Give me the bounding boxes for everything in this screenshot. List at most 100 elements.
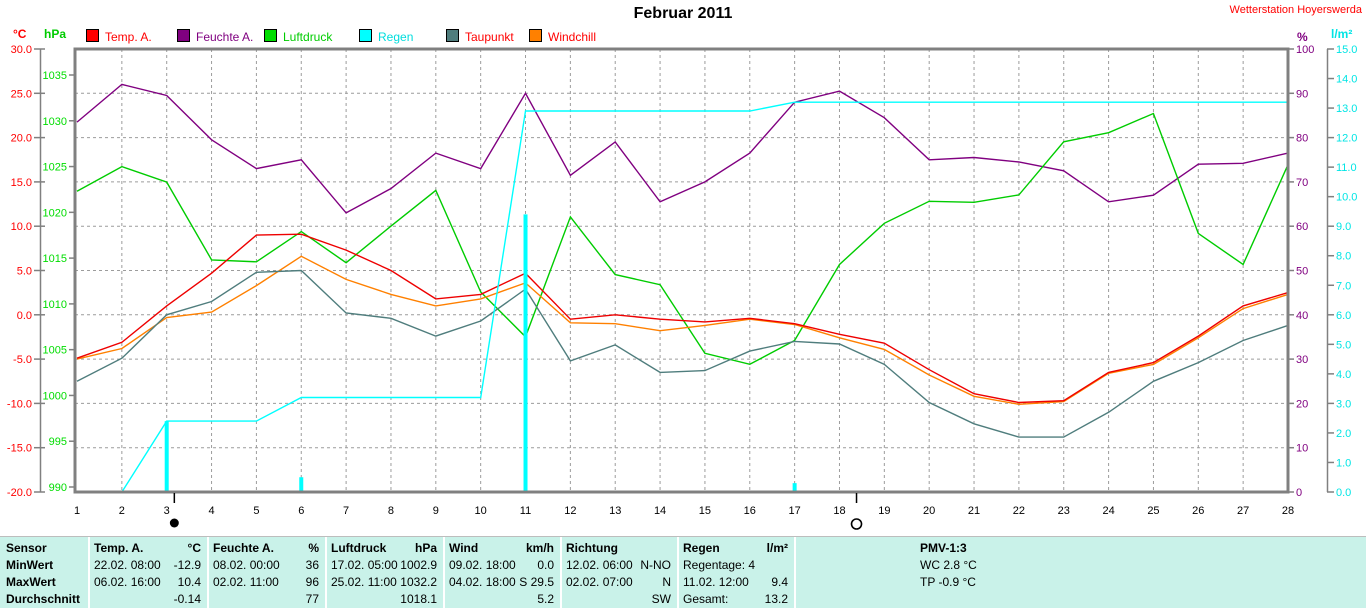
panel-pmv-1-3-row1-text: WC 2.8 °C <box>920 558 977 572</box>
panel-unit-luftdruck: hPa <box>414 541 437 555</box>
panel-feuchte-a-row1-text: 08.02. 00:00 <box>213 558 280 572</box>
day-label: 15 <box>699 505 711 517</box>
pressure-axis-unit-label: hPa <box>44 27 67 41</box>
panel-luftdruck-row2-value: 1032.2 <box>400 575 437 589</box>
humidity-axis-unit-label: % <box>1297 30 1308 44</box>
panel-header-pmv-1-3: PMV-1:3 <box>920 541 967 555</box>
day-label: 24 <box>1102 505 1114 517</box>
rain-tick-label: 11.0 <box>1336 162 1357 174</box>
series-temp-a <box>76 233 1289 404</box>
day-label: 17 <box>789 505 801 517</box>
panel-wind-row2-value: S 29.5 <box>519 575 554 589</box>
series-luftdruck <box>76 112 1289 366</box>
humidity-tick-label: 30 <box>1296 354 1308 366</box>
temp-tick-label: 10.0 <box>11 221 32 233</box>
pressure-tick-label: 995 <box>49 436 67 448</box>
day-label: 21 <box>968 505 980 517</box>
panel-regen-row3-value: 13.2 <box>764 592 788 606</box>
panel-separator <box>325 537 327 608</box>
panel-unit-wind: km/h <box>525 541 554 555</box>
panel-separator <box>677 537 679 608</box>
rain-tick-label: 9.0 <box>1336 221 1351 233</box>
panel-luftdruck-row1-value: 1002.9 <box>400 558 437 572</box>
legend-item-luftdruck: Luftdruck <box>264 28 333 44</box>
panel-temp-a-row2-text: 06.02. 16:00 <box>94 575 161 589</box>
full-moon-icon <box>850 493 863 530</box>
panel-wind-row1-text: 09.02. 18:00 <box>449 558 516 572</box>
humidity-tick-label: 70 <box>1296 177 1308 189</box>
day-label: 28 <box>1282 505 1294 517</box>
panel-feuchte-a-row3-value: 77 <box>305 592 319 606</box>
panel-unit-feuchte-a: % <box>308 541 319 555</box>
pressure-tick-label: 1015 <box>43 253 67 265</box>
humidity-tick-label: 100 <box>1296 44 1314 56</box>
legend-swatch-icon <box>529 29 542 42</box>
panel-separator <box>794 537 796 608</box>
panel-regen-row2-text: 11.02. 12:00 <box>683 575 749 589</box>
panel-unit-regen: l/m² <box>766 541 788 555</box>
rain-tick-label: 10.0 <box>1336 192 1357 204</box>
humidity-tick-label: 50 <box>1296 266 1308 278</box>
rain-axis-unit-label: l/m² <box>1331 27 1353 41</box>
panel-pmv-1-3-row2-text: TP -0.9 °C <box>920 575 976 589</box>
temp-tick-label: 20.0 <box>11 133 32 145</box>
rain-axis: 15.0 14.0 13.0 12.0 11.0 10.0 9.0 8.0 7.0 6.0 5.0 4… <box>1326 44 1357 499</box>
panel-richtung-row2-value: N <box>662 575 671 589</box>
rain-tick-label: 15.0 <box>1336 44 1357 56</box>
legend-item-temp-a: Temp. A. <box>86 28 152 44</box>
series-taupunkt <box>76 269 1289 438</box>
rain-tick-label: 0.0 <box>1336 487 1351 499</box>
day-label: 2 <box>119 505 125 517</box>
panel-richtung-row3-value: SW <box>651 592 671 606</box>
day-label: 20 <box>923 505 935 517</box>
panel-separator <box>560 537 562 608</box>
day-label: 3 <box>164 505 170 517</box>
series-feuchte-a <box>76 83 1289 214</box>
temp-axis: 30.0 25.0 20.0 15.0 10.0 5.0 0.0 -5.0 -10.0 -15.0… <box>7 44 45 499</box>
legend-item-feuchte-a: Feuchte A. <box>177 28 253 44</box>
page-title: Februar 2011 <box>633 5 733 22</box>
temp-tick-label: -5.0 <box>13 354 32 366</box>
panel-separator <box>443 537 445 608</box>
panel-header-feuchte-a: Feuchte A. <box>213 541 274 555</box>
legend-swatch-icon <box>177 29 190 42</box>
day-label: 25 <box>1147 505 1159 517</box>
rain-tick-label: 7.0 <box>1336 280 1351 292</box>
day-label: 1 <box>74 505 80 517</box>
legend-label: Luftdruck <box>283 30 333 44</box>
legend-label: Regen <box>378 30 414 44</box>
day-label: 23 <box>1058 505 1070 517</box>
day-label: 5 <box>253 505 259 517</box>
legend-label: Temp. A. <box>105 30 152 44</box>
temp-tick-label: -10.0 <box>7 398 32 410</box>
rain-tick-label: 13.0 <box>1336 103 1357 115</box>
day-label: 4 <box>208 505 214 517</box>
x-axis-labels: 1 2 3 4 5 6 7 8 9 10 11 12 13 14 15 16 17 18 19 20 21 22 23 24 2… <box>74 505 1294 517</box>
temp-tick-label: -15.0 <box>7 443 32 455</box>
pressure-tick-label: 1030 <box>43 116 67 128</box>
panel-row-label-minwert: MinWert <box>6 558 54 572</box>
temp-tick-label: 15.0 <box>11 177 32 189</box>
day-label: 22 <box>1013 505 1025 517</box>
pressure-tick-label: 1000 <box>43 390 67 402</box>
day-label: 10 <box>475 505 487 517</box>
temp-tick-label: 30.0 <box>11 44 32 56</box>
legend-swatch-icon <box>446 29 459 42</box>
panel-luftdruck-row3-value: 1018.1 <box>400 592 437 606</box>
legend-item-regen: Regen <box>359 28 414 44</box>
rain-tick-label: 1.0 <box>1336 457 1351 469</box>
new-moon-icon <box>169 493 179 528</box>
panel-richtung-row2-text: 02.02. 07:00 <box>566 575 633 589</box>
temp-tick-label: 25.0 <box>11 88 32 100</box>
rain-tick-label: 3.0 <box>1336 398 1351 410</box>
day-label: 9 <box>433 505 439 517</box>
temp-tick-label: -20.0 <box>7 487 32 499</box>
pressure-tick-label: 990 <box>49 482 67 494</box>
rain-tick-label: 5.0 <box>1336 339 1351 351</box>
humidity-tick-label: 40 <box>1296 310 1308 322</box>
day-label: 14 <box>654 505 666 517</box>
panel-temp-a-row2-value: 10.4 <box>177 575 201 589</box>
temp-tick-label: 5.0 <box>17 266 32 278</box>
day-label: 27 <box>1237 505 1249 517</box>
